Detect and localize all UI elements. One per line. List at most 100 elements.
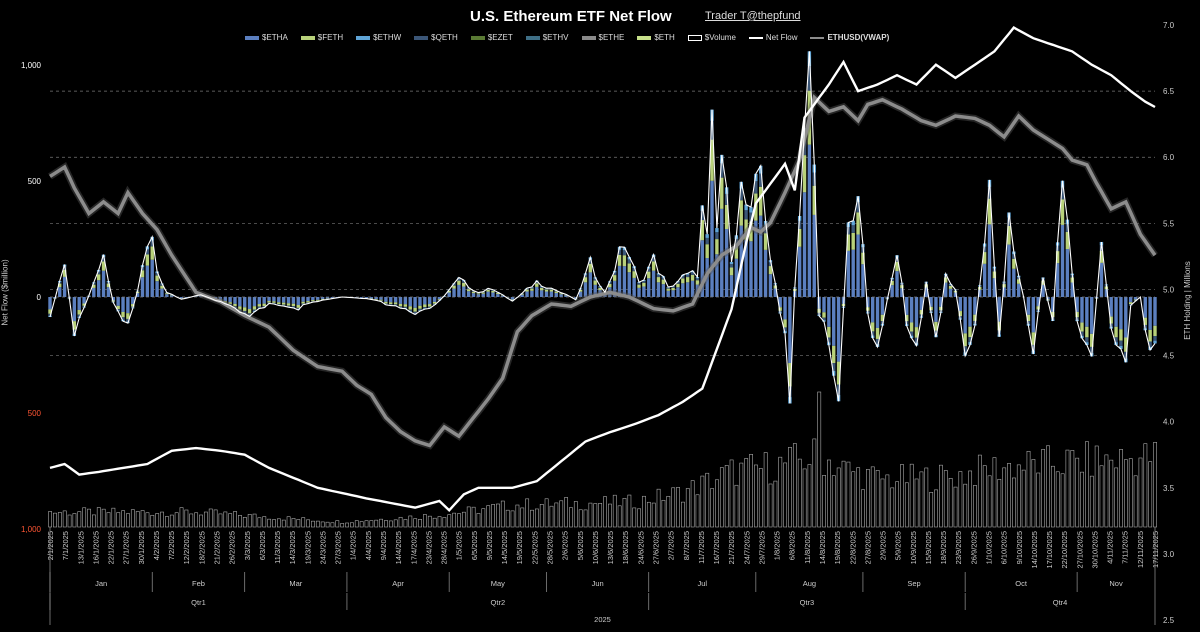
flow-bar xyxy=(131,297,135,305)
volume-bar xyxy=(544,498,549,528)
volume-bar xyxy=(165,516,169,528)
flow-bar xyxy=(690,274,695,281)
flow-bar xyxy=(729,275,734,297)
flow-bar xyxy=(690,272,695,275)
volume-bar xyxy=(612,494,617,528)
flow-bar xyxy=(661,284,666,297)
flow-bar xyxy=(671,287,675,291)
flow-bar xyxy=(836,384,841,396)
flow-bar xyxy=(1017,279,1021,284)
flow-bar xyxy=(150,259,154,297)
volume-bar xyxy=(651,502,656,528)
flow-bar xyxy=(491,292,495,297)
flow-bar xyxy=(301,297,305,302)
volume-bar xyxy=(1041,449,1046,528)
volume-bar xyxy=(1002,467,1007,528)
flow-bar xyxy=(583,277,588,283)
flow-bar xyxy=(612,280,617,297)
flow-bar xyxy=(656,273,661,275)
flow-bar xyxy=(169,295,174,297)
flow-bar xyxy=(92,287,96,297)
flow-bar xyxy=(651,270,656,297)
flow-bar xyxy=(685,277,690,283)
flow-bar xyxy=(1046,297,1050,300)
legend-label: ETHUSD(VWAP) xyxy=(827,33,890,42)
volume-bar xyxy=(296,519,301,528)
volume-bar xyxy=(505,509,510,528)
flow-bar xyxy=(491,290,495,293)
flow-bar xyxy=(642,286,646,297)
volume-bar xyxy=(1026,450,1031,528)
volume-bar xyxy=(973,485,977,528)
flow-bar xyxy=(1070,282,1074,297)
flow-bar xyxy=(1036,297,1040,307)
volume-bar xyxy=(67,514,72,528)
credit-link[interactable]: Trader T@thepfund xyxy=(705,10,801,22)
volume-bar xyxy=(476,513,481,528)
legend-swatch xyxy=(414,35,429,40)
flow-bar xyxy=(856,202,860,213)
legend-item: $ETHV xyxy=(525,33,569,42)
volume-bar xyxy=(646,501,651,528)
flow-bar xyxy=(1085,297,1089,327)
flow-bar xyxy=(598,286,602,288)
volume-bar xyxy=(301,517,306,528)
flow-bar xyxy=(895,261,899,272)
flow-bar xyxy=(1109,316,1113,324)
flow-bar xyxy=(82,303,86,306)
volume-bar xyxy=(617,505,622,528)
flow-bar xyxy=(486,289,490,292)
flow-bar xyxy=(539,290,544,297)
flow-bar xyxy=(325,297,330,299)
flow-bar xyxy=(1002,287,1006,297)
volume-bar xyxy=(228,513,233,528)
flow-bar xyxy=(369,298,373,300)
flow-bar xyxy=(398,306,403,308)
x-tick-label: 3/3/2025 xyxy=(243,531,252,560)
volume-bar xyxy=(773,480,778,528)
flow-bar xyxy=(116,309,120,311)
flow-bar xyxy=(1065,249,1070,297)
volume-bar xyxy=(900,464,904,528)
x-tick-label: 21/7/2025 xyxy=(727,531,736,564)
flow-bar xyxy=(77,309,81,315)
flow-bar xyxy=(374,297,378,300)
volume-bar xyxy=(943,470,948,528)
volume-bar xyxy=(452,512,457,528)
volume-bar xyxy=(150,514,155,528)
flow-bar xyxy=(593,284,597,297)
right-tick-label: 4.0 xyxy=(1163,418,1175,427)
flow-bar xyxy=(827,297,831,327)
flow-bar xyxy=(1026,314,1031,322)
flow-bar xyxy=(1090,297,1094,334)
x-tick-label: 18/9/2025 xyxy=(939,531,948,564)
flow-bar xyxy=(452,288,456,297)
flow-bar xyxy=(62,269,67,277)
flow-bar xyxy=(695,280,700,285)
x-tick-label: 24/6/2025 xyxy=(636,531,645,564)
left-tick-label: 1,000 xyxy=(21,525,42,534)
x-tick-label: 27/6/2025 xyxy=(651,531,660,564)
flow-bar xyxy=(126,313,130,319)
flow-bar xyxy=(423,304,427,308)
flow-bar xyxy=(992,278,997,297)
flow-bar xyxy=(807,144,812,297)
flow-bar xyxy=(238,297,242,307)
flow-bar xyxy=(890,280,894,286)
volume-bar xyxy=(471,506,476,528)
flow-bar xyxy=(238,309,242,312)
flow-bar xyxy=(155,272,159,276)
flow-bar xyxy=(880,297,885,315)
volume-bar xyxy=(797,458,802,528)
flow-bar xyxy=(140,267,145,271)
flow-bar xyxy=(277,302,281,305)
flow-bar xyxy=(982,263,987,297)
right-tick-label: 5.5 xyxy=(1163,219,1175,228)
volume-bar xyxy=(710,488,715,528)
flow-bar xyxy=(48,313,52,316)
flow-bar xyxy=(914,327,919,338)
flow-bar xyxy=(150,246,154,260)
flow-bar xyxy=(759,186,763,216)
flow-bar xyxy=(1007,244,1011,297)
